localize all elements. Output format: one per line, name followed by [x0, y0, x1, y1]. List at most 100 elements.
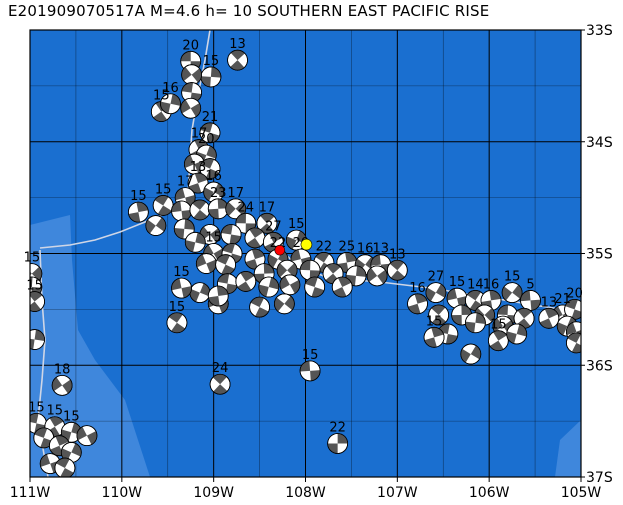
- mechanism-outline: [331, 276, 353, 298]
- mechanism-compressional-quadrant: [336, 252, 357, 273]
- focal-mechanism: [345, 265, 367, 287]
- focal-mechanism: [249, 296, 270, 318]
- epicenter-marker: [300, 238, 313, 251]
- focal-mechanism: [187, 172, 209, 194]
- mechanism-outline: [345, 265, 367, 287]
- depth-label: 15: [24, 251, 41, 266]
- mechanism-compressional-quadrant: [258, 277, 279, 297]
- focal-mechanism: [366, 265, 388, 287]
- focal-mechanism: [244, 248, 266, 270]
- focal-mechanism: [180, 97, 202, 119]
- focal-mechanism: [235, 271, 257, 292]
- focal-mechanism: [256, 212, 278, 234]
- depth-label: 13: [373, 242, 390, 257]
- mechanism-compressional-quadrant: [180, 99, 201, 117]
- focal-mechanism: [215, 254, 237, 276]
- mechanism-outline: [207, 285, 229, 307]
- mechanism-compressional-quadrant: [225, 201, 246, 216]
- focal-mechanism: [487, 330, 509, 352]
- mechanism-outline: [256, 212, 278, 234]
- depth-label: 15: [28, 400, 45, 415]
- mechanism-outline: [279, 274, 301, 296]
- mechanism-compressional-quadrant: [56, 458, 74, 477]
- lon-tick-label: 110W: [102, 485, 143, 501]
- lat-tick-label: 34S: [586, 135, 613, 151]
- focal-mechanism: [145, 215, 167, 236]
- mechanism-compressional-quadrant: [274, 296, 295, 312]
- mechanism-compressional-quadrant: [168, 312, 186, 333]
- focal-mechanism: [386, 259, 408, 281]
- mechanism-compressional-quadrant: [489, 330, 507, 351]
- depth-label: 15: [173, 265, 190, 280]
- depth-label: 15: [205, 231, 222, 246]
- depth-label: 17: [227, 186, 244, 201]
- mechanism-outline: [407, 293, 428, 315]
- focal-mechanism: [506, 323, 528, 345]
- mechanism-compressional-quadrant: [184, 154, 205, 174]
- mechanism-compressional-quadrant: [76, 426, 97, 445]
- mechanism-compressional-quadrant: [128, 202, 149, 223]
- mechanism-compressional-quadrant: [61, 443, 82, 462]
- mechanism-outline: [235, 271, 257, 292]
- depth-label: 5: [526, 277, 534, 292]
- mechanism-outline: [487, 330, 509, 352]
- mechanism-compressional-quadrant: [497, 304, 518, 325]
- mechanism-outline: [299, 360, 321, 382]
- depth-label: 15: [203, 54, 220, 69]
- focal-mechanism: [273, 293, 295, 315]
- mechanism-outline: [464, 312, 486, 334]
- mechanism-compressional-quadrant: [154, 195, 172, 216]
- shallow-region-west: [30, 215, 150, 477]
- focal-mechanism: [209, 373, 231, 395]
- mechanism-outline: [386, 259, 408, 281]
- focal-mechanism: [235, 212, 257, 234]
- mechanism-outline: [187, 172, 209, 194]
- mechanism-compressional-quadrant: [171, 278, 192, 298]
- focal-mechanism: [152, 195, 174, 216]
- shallow-area: [30, 215, 581, 477]
- mechanism-compressional-quadrant: [254, 263, 275, 284]
- mechanism-compressional-quadrant: [30, 291, 43, 312]
- mechanism-compressional-quadrant: [34, 427, 54, 448]
- mechanism-outline: [423, 326, 445, 348]
- mechanism-compressional-quadrant: [277, 263, 298, 278]
- depth-label: 17: [191, 127, 208, 142]
- focal-mechanism: [199, 158, 221, 179]
- lat-tick-label: 35S: [586, 247, 613, 263]
- focal-mechanism: [181, 64, 203, 86]
- focal-mechanism: [244, 227, 266, 249]
- mechanism-outline: [127, 201, 149, 223]
- focal-mechanisms: [30, 49, 581, 477]
- focal-mechanism: [227, 49, 248, 71]
- depth-label: 20: [198, 132, 215, 147]
- mechanism-compressional-quadrant: [52, 377, 73, 394]
- mechanism-compressional-quadrant: [539, 308, 558, 329]
- focal-mechanism: [501, 282, 523, 304]
- lon-tick-label: 106W: [469, 485, 510, 501]
- mechanism-outline: [30, 329, 45, 350]
- focal-mechanism: [183, 153, 205, 175]
- mechanism-compressional-quadrant: [208, 198, 229, 219]
- depth-label: 14: [467, 277, 484, 292]
- depth-label: 18: [54, 362, 71, 377]
- mechanism-outline: [249, 296, 270, 318]
- focal-mechanism: [30, 329, 45, 350]
- mechanism-compressional-quadrant: [181, 66, 202, 83]
- mechanism-compressional-quadrant: [300, 360, 321, 381]
- focal-mechanism: [407, 293, 428, 315]
- mechanism-compressional-quadrant: [221, 224, 241, 245]
- focal-mechanism: [160, 93, 181, 115]
- mechanism-outline: [160, 93, 181, 115]
- depth-label: 16: [409, 281, 426, 296]
- mechanism-compressional-quadrant: [520, 290, 541, 311]
- mechanism-compressional-quadrant: [367, 267, 388, 284]
- depth-label: 13: [389, 247, 406, 262]
- focal-mechanism: [520, 290, 541, 311]
- mechanism-compressional-quadrant: [30, 266, 42, 281]
- focal-mechanism: [184, 231, 206, 253]
- depth-label: 21: [202, 110, 219, 125]
- mechanism-compressional-quadrant: [516, 308, 532, 329]
- mechanism-outline: [184, 231, 206, 253]
- mechanism-compressional-quadrant: [451, 304, 472, 325]
